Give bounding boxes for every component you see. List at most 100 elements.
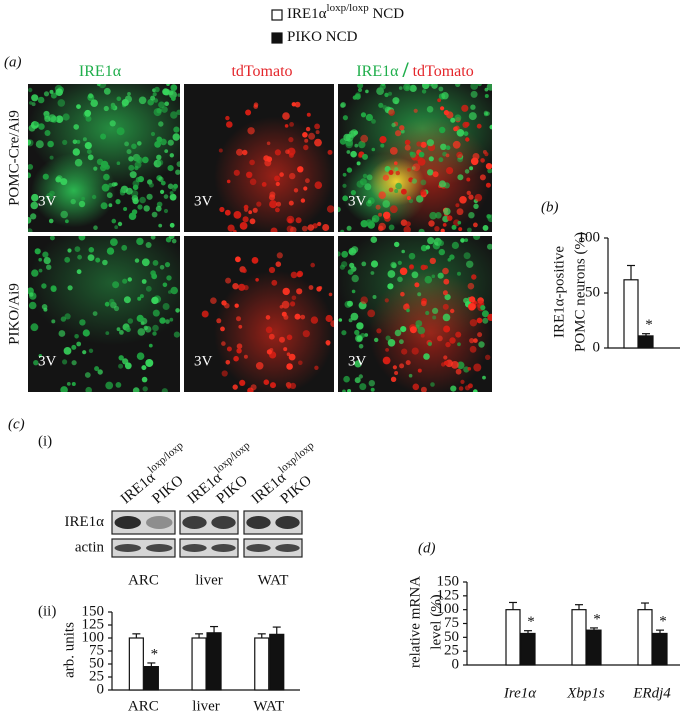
y-tick-label: 150 xyxy=(437,573,460,589)
cell xyxy=(105,331,110,335)
cell xyxy=(445,341,451,348)
cell xyxy=(141,258,150,267)
cell xyxy=(460,238,465,243)
cell xyxy=(470,84,479,90)
cell xyxy=(128,156,134,162)
cell xyxy=(134,258,140,263)
cell xyxy=(38,268,43,273)
blot-row-label: IRE1α xyxy=(64,514,104,530)
cell xyxy=(378,102,384,108)
cell xyxy=(457,342,461,347)
legend-label-sup: loxp/loxp xyxy=(327,2,370,14)
cell xyxy=(135,156,142,163)
cell xyxy=(274,175,281,182)
cell xyxy=(152,92,157,97)
cell xyxy=(408,264,415,270)
cell xyxy=(314,181,323,189)
cell xyxy=(163,208,169,214)
cell xyxy=(301,225,308,232)
cell xyxy=(358,374,363,379)
cell xyxy=(435,212,442,219)
cell xyxy=(134,165,139,171)
y-tick-label: 25 xyxy=(444,643,459,659)
cell xyxy=(67,285,73,291)
cell xyxy=(64,313,71,320)
cell xyxy=(399,267,408,276)
bar xyxy=(206,632,222,691)
cell xyxy=(397,260,402,265)
cell xyxy=(351,274,359,283)
y-tick-label: 50 xyxy=(89,655,104,671)
cell xyxy=(66,382,71,386)
cell xyxy=(56,175,63,182)
cell xyxy=(484,152,489,157)
cell xyxy=(289,172,296,180)
cell xyxy=(63,347,72,355)
cell xyxy=(218,148,223,153)
glow xyxy=(214,116,334,232)
micrograph: 3V xyxy=(28,236,180,392)
blot-bg xyxy=(179,538,239,558)
cell xyxy=(250,384,257,391)
cell xyxy=(93,225,98,230)
cell xyxy=(122,278,128,284)
cell xyxy=(359,178,367,186)
cell xyxy=(82,329,90,337)
cell xyxy=(420,244,428,252)
cell xyxy=(249,178,257,186)
cell xyxy=(455,331,462,338)
cell xyxy=(354,329,360,336)
cell xyxy=(118,363,124,369)
bar xyxy=(505,609,521,666)
cell xyxy=(304,138,309,143)
cell xyxy=(224,302,230,309)
cell xyxy=(482,317,489,324)
cell xyxy=(461,104,469,112)
cell xyxy=(359,383,367,391)
cell xyxy=(41,283,47,289)
cell xyxy=(414,282,420,288)
micrograph: 3V xyxy=(184,84,334,232)
cell xyxy=(37,96,45,104)
significance-mark: * xyxy=(527,614,535,630)
cell xyxy=(351,246,359,254)
cell xyxy=(442,267,449,275)
micrograph: 3V xyxy=(184,236,334,392)
cell xyxy=(166,275,172,281)
column-header-part: tdTomato xyxy=(231,63,292,80)
cell xyxy=(341,250,349,258)
cell xyxy=(121,244,128,251)
cell xyxy=(408,373,413,378)
cell xyxy=(431,274,436,279)
cell xyxy=(127,318,134,324)
cell xyxy=(226,346,232,352)
cell xyxy=(387,270,396,278)
cell xyxy=(123,207,128,211)
cell xyxy=(360,220,368,228)
cell xyxy=(456,208,464,216)
cell xyxy=(132,387,140,392)
cell xyxy=(38,354,43,358)
cell xyxy=(44,115,51,122)
cell xyxy=(431,84,438,89)
y-tick-label: 125 xyxy=(437,587,460,603)
cell xyxy=(90,99,98,107)
cell xyxy=(269,200,278,209)
blot-bg xyxy=(243,538,303,558)
cell xyxy=(385,348,389,352)
cell xyxy=(466,260,474,268)
cell xyxy=(232,283,239,290)
cell xyxy=(468,212,475,219)
cell xyxy=(73,124,79,130)
cell xyxy=(371,147,376,152)
panel-label: (a) xyxy=(4,54,22,70)
cell xyxy=(116,161,121,165)
cell xyxy=(51,319,56,324)
cell xyxy=(76,139,81,144)
cell xyxy=(346,225,352,231)
cell xyxy=(275,261,282,268)
cell xyxy=(100,133,107,140)
cell xyxy=(145,242,152,248)
cell xyxy=(171,238,177,244)
cell xyxy=(356,161,361,166)
